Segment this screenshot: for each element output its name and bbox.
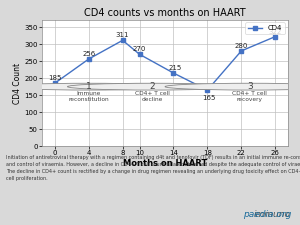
- CD4: [274, 35, 277, 38]
- Text: 311: 311: [116, 32, 129, 38]
- Legend: CD4: CD4: [245, 22, 284, 34]
- Circle shape: [4, 83, 173, 90]
- Text: 2: 2: [149, 82, 155, 91]
- Text: Initiation of antiretroviral therapy with a regimen containing d4t and tenofovir: Initiation of antiretroviral therapy wit…: [6, 155, 300, 181]
- Text: 270: 270: [133, 46, 146, 52]
- CD4: [239, 50, 243, 52]
- Circle shape: [165, 83, 300, 90]
- Circle shape: [68, 83, 237, 90]
- Text: 165: 165: [202, 95, 216, 101]
- Text: immuno: immuno: [254, 210, 291, 219]
- X-axis label: Months on HAART: Months on HAART: [123, 159, 207, 168]
- CD4: [206, 89, 209, 91]
- Text: 215: 215: [169, 65, 182, 71]
- CD4: [172, 72, 175, 74]
- CD4: [53, 82, 56, 85]
- Text: CD4+ T cell
decline: CD4+ T cell decline: [135, 91, 170, 102]
- CD4: [138, 53, 141, 56]
- Text: 256: 256: [82, 51, 95, 57]
- Text: 185: 185: [48, 74, 61, 81]
- Text: 280: 280: [235, 43, 248, 49]
- Text: CD4+ T cell
recovery: CD4+ T cell recovery: [232, 91, 267, 102]
- Line: CD4: CD4: [52, 34, 278, 92]
- Text: 1: 1: [86, 82, 92, 91]
- Text: paedia.org: paedia.org: [243, 210, 291, 219]
- CD4: [87, 58, 91, 61]
- Y-axis label: CD4 Count: CD4 Count: [13, 63, 22, 104]
- Text: Immune
reconstitution: Immune reconstitution: [68, 91, 109, 102]
- Text: 322: 322: [269, 29, 282, 35]
- Text: 3: 3: [247, 82, 253, 91]
- CD4: [121, 39, 124, 42]
- Title: CD4 counts vs months on HAART: CD4 counts vs months on HAART: [84, 8, 246, 18]
